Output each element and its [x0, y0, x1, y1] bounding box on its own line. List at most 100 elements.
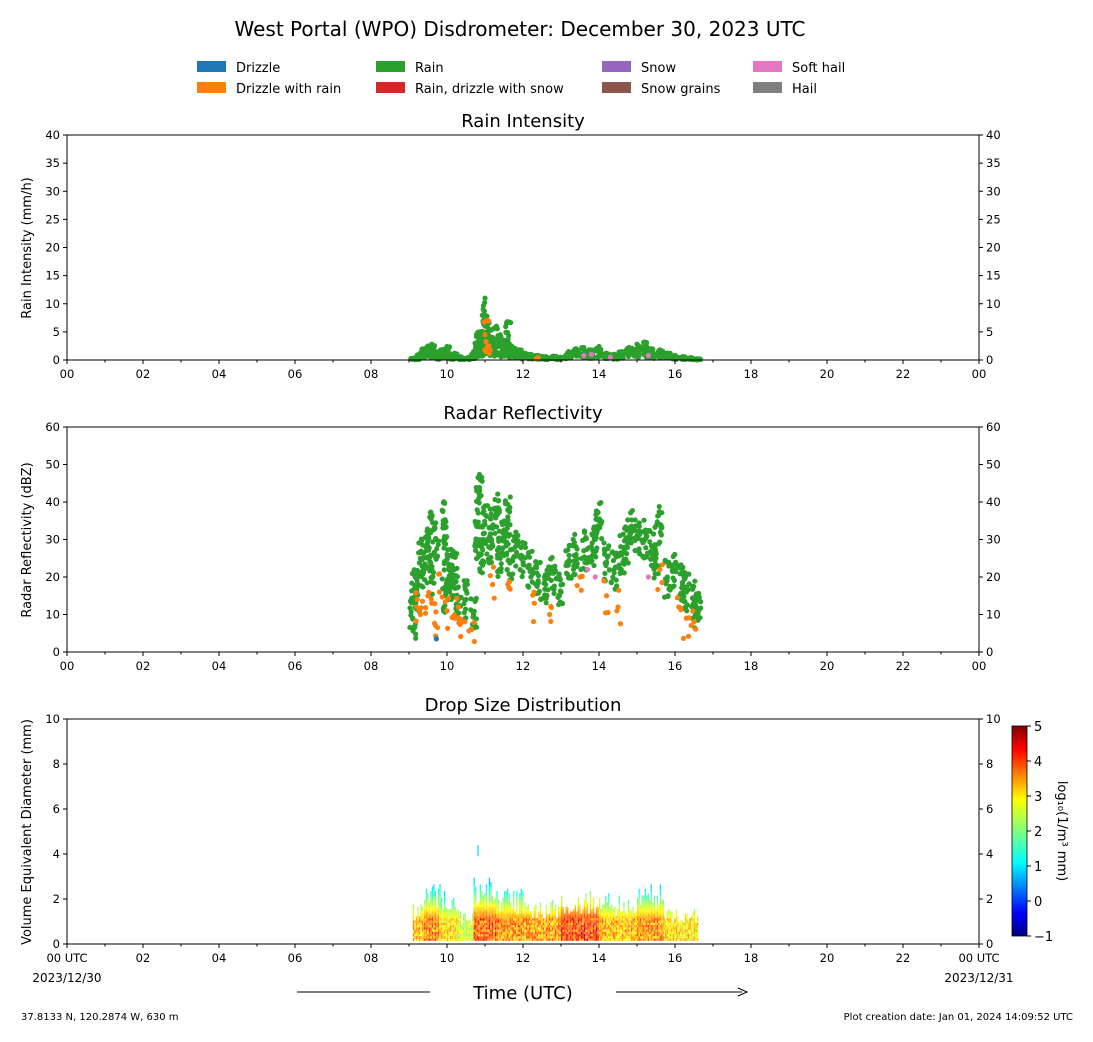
heat-cell [643, 902, 645, 905]
y-tick-label-right: 35 [986, 156, 1001, 170]
heat-cell [632, 929, 634, 932]
data-point [490, 564, 497, 570]
heat-cell [641, 900, 643, 903]
heat-cell [542, 933, 545, 937]
legend-swatch [197, 82, 226, 93]
heat-cell [433, 886, 435, 890]
heat-cell [539, 904, 541, 908]
heat-cell [496, 911, 498, 914]
heat-cell [583, 904, 586, 908]
heat-cell [548, 931, 551, 935]
heat-cell [535, 909, 537, 912]
heat-cell [553, 911, 555, 914]
heat-cell [520, 911, 522, 914]
heat-cell [433, 913, 435, 917]
heat-cell [519, 920, 521, 923]
heat-cell [440, 927, 443, 930]
heat-cell [632, 911, 634, 914]
heat-cell [597, 936, 599, 939]
heat-cell [511, 929, 513, 932]
heat-cell [545, 927, 548, 930]
heat-cell [475, 918, 477, 921]
heat-cell [427, 924, 429, 928]
heat-cell [443, 924, 446, 928]
heat-cell [579, 911, 581, 914]
heat-cell [420, 911, 422, 914]
heat-cell [502, 933, 504, 937]
heat-cell [443, 922, 446, 926]
heat-cell [571, 913, 573, 917]
heat-cell [434, 933, 437, 937]
data-point [428, 563, 434, 569]
heat-cell [571, 922, 573, 926]
heat-cell [475, 915, 477, 919]
heat-cell [433, 922, 435, 926]
heat-cell [638, 915, 640, 919]
data-point [495, 491, 501, 497]
data-point [473, 555, 480, 562]
heat-cell [615, 929, 617, 932]
heat-cell [417, 913, 419, 917]
heat-cell [594, 933, 596, 937]
heat-cell [530, 915, 532, 919]
data-point [487, 573, 493, 579]
data-point [480, 510, 486, 516]
heat-cell [479, 931, 481, 935]
heat-cell [646, 915, 648, 919]
heat-cell [425, 906, 427, 910]
heat-cell [431, 933, 434, 937]
heat-cell [554, 933, 557, 937]
data-point [513, 529, 519, 535]
heat-cell [641, 933, 643, 937]
heat-cell [649, 909, 651, 912]
heat-cell [427, 936, 429, 939]
heat-cell [635, 913, 637, 917]
heat-cell [443, 906, 446, 910]
heat-cell [561, 933, 563, 937]
data-point [439, 576, 445, 582]
heat-cell [459, 929, 462, 932]
heat-cell [539, 906, 541, 910]
heat-cell [570, 915, 572, 919]
heat-cell [442, 911, 444, 914]
data-point [527, 568, 533, 574]
radar-reflectivity-ylabel: Radar Reflectivity (dBZ) [20, 462, 35, 617]
heat-cell [638, 895, 640, 899]
heat-cell [481, 927, 483, 930]
heat-cell [559, 922, 561, 926]
heat-cell [612, 927, 614, 930]
heat-cell [623, 902, 625, 905]
legend-label: Snow grains [641, 82, 721, 97]
heat-cell [519, 931, 521, 935]
heat-cell [464, 927, 466, 930]
heat-cell [532, 933, 534, 937]
heat-cell [623, 938, 625, 941]
heat-cell [589, 895, 592, 899]
heat-cell [450, 938, 452, 941]
heat-cell [431, 936, 434, 939]
heat-cell [588, 924, 590, 928]
heat-cell [458, 938, 460, 941]
heat-cell [508, 897, 510, 901]
heat-cell [456, 938, 458, 941]
heat-cell [459, 918, 462, 921]
heat-cell [461, 933, 463, 937]
heat-cell [635, 927, 637, 930]
legend-swatch [602, 61, 631, 72]
data-point [647, 348, 654, 355]
heat-cell [464, 918, 466, 921]
heat-cell [589, 913, 592, 917]
heat-cell [488, 909, 491, 912]
heat-cell [542, 927, 545, 930]
heat-cell [497, 911, 500, 914]
heat-cell [448, 913, 450, 917]
heat-cell [535, 911, 537, 914]
heat-cell [487, 922, 489, 926]
heat-cell [440, 936, 443, 939]
heat-cell [574, 938, 576, 941]
heat-cell [529, 938, 531, 941]
heat-cell [434, 915, 437, 919]
heat-cell [582, 929, 584, 932]
heat-cell [428, 918, 431, 921]
legend-label: Rain [415, 61, 444, 76]
